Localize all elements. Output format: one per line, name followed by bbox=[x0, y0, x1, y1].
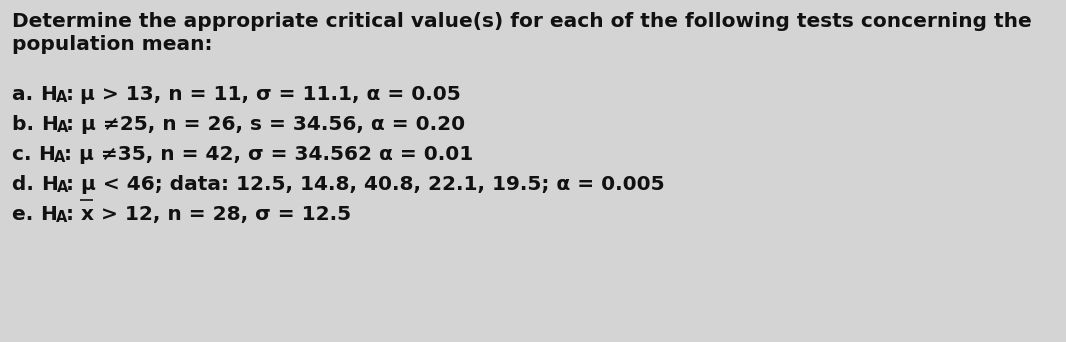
Text: A: A bbox=[56, 210, 67, 225]
Text: c.: c. bbox=[12, 145, 38, 164]
Text: :: : bbox=[66, 115, 75, 134]
Text: H: H bbox=[41, 175, 58, 194]
Text: :: : bbox=[66, 175, 75, 194]
Text: μ > 13, n = 11, σ = 11.1, α = 0.05: μ > 13, n = 11, σ = 11.1, α = 0.05 bbox=[74, 85, 462, 104]
Text: population mean:: population mean: bbox=[12, 35, 212, 54]
Text: e.: e. bbox=[12, 205, 41, 224]
Text: μ < 46; data: 12.5, 14.8, 40.8, 22.1, 19.5; α = 0.005: μ < 46; data: 12.5, 14.8, 40.8, 22.1, 19… bbox=[75, 175, 665, 194]
Text: A: A bbox=[56, 120, 68, 135]
Text: μ ≠25, n = 26, s = 34.56, α = 0.20: μ ≠25, n = 26, s = 34.56, α = 0.20 bbox=[75, 115, 466, 134]
Text: Determine the appropriate critical value(s) for each of the following tests conc: Determine the appropriate critical value… bbox=[12, 12, 1032, 31]
Text: μ ≠35, n = 42, σ = 34.562 α = 0.01: μ ≠35, n = 42, σ = 34.562 α = 0.01 bbox=[71, 145, 473, 164]
Text: > 12, n = 28, σ = 12.5: > 12, n = 28, σ = 12.5 bbox=[94, 205, 351, 224]
Text: :: : bbox=[65, 205, 74, 224]
Text: H: H bbox=[38, 145, 55, 164]
Text: x: x bbox=[74, 205, 94, 224]
Text: A: A bbox=[56, 180, 68, 195]
Text: :: : bbox=[65, 85, 74, 104]
Text: H: H bbox=[41, 85, 56, 104]
Text: a.: a. bbox=[12, 85, 41, 104]
Text: H: H bbox=[41, 205, 58, 224]
Text: b.: b. bbox=[12, 115, 41, 134]
Text: :: : bbox=[64, 145, 71, 164]
Text: H: H bbox=[41, 115, 58, 134]
Text: A: A bbox=[54, 150, 66, 165]
Text: d.: d. bbox=[12, 175, 41, 194]
Text: A: A bbox=[56, 90, 67, 105]
